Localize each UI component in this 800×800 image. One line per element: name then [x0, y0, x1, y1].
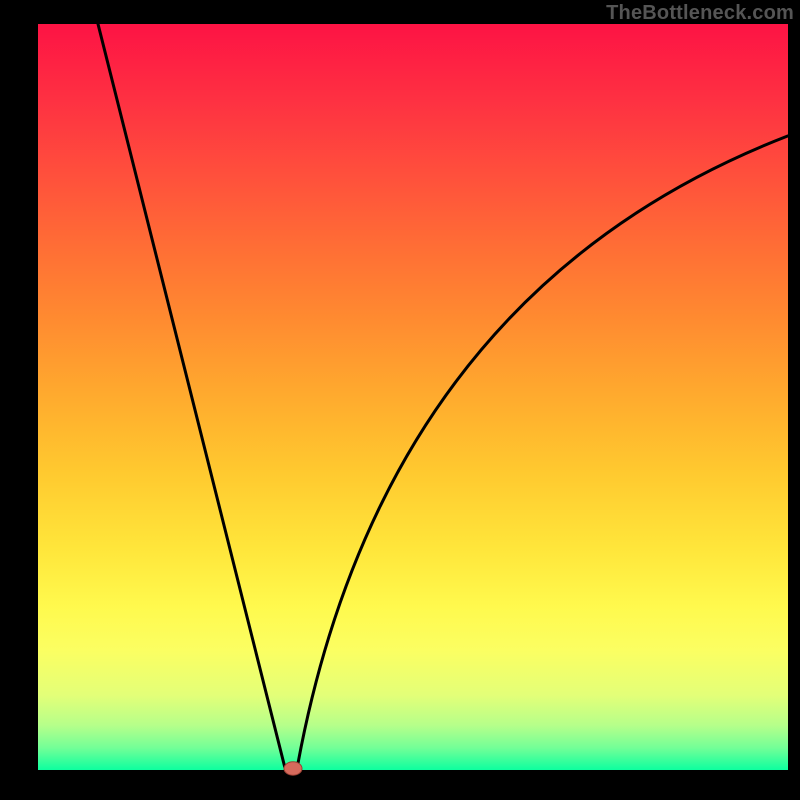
bottleneck-chart: TheBottleneck.com [0, 0, 800, 800]
chart-plot-area [38, 24, 788, 770]
watermark-text: TheBottleneck.com [606, 2, 794, 25]
chart-svg [0, 0, 800, 800]
optimal-point-marker [284, 762, 302, 775]
